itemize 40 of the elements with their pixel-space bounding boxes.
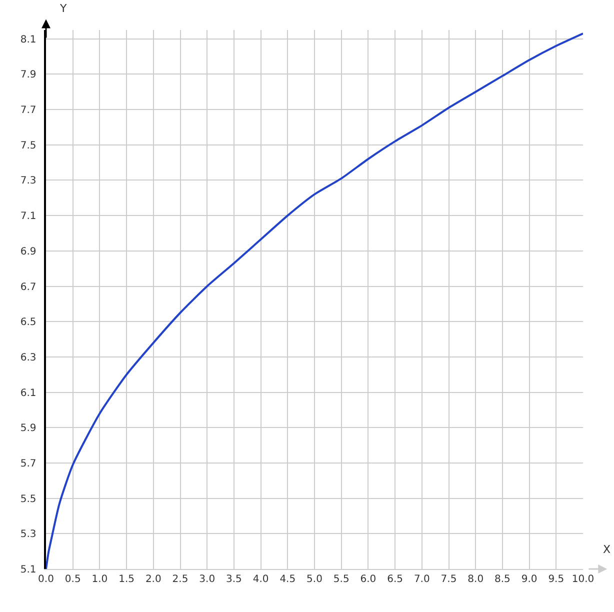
x-tick-label: 9.5 bbox=[548, 574, 564, 585]
x-tick-label: 0.0 bbox=[38, 574, 54, 585]
x-tick-label: 10.0 bbox=[572, 574, 594, 585]
y-tick-label: 5.3 bbox=[20, 529, 36, 540]
y-tick-label: 6.3 bbox=[20, 352, 36, 364]
x-tick-label: 6.5 bbox=[387, 574, 404, 585]
x-tick-label: 8.0 bbox=[468, 574, 484, 585]
x-tick-label: 3.0 bbox=[199, 574, 216, 585]
y-axis-title: Y bbox=[59, 2, 67, 15]
y-tick-label: 5.5 bbox=[20, 494, 36, 505]
line-series bbox=[46, 32, 583, 569]
y-tick-label: 6.9 bbox=[20, 246, 36, 258]
y-tick-label: 5.7 bbox=[20, 458, 36, 470]
y-tick-label: 6.1 bbox=[20, 388, 36, 399]
x-tick-label: 9.0 bbox=[521, 574, 538, 585]
y-tick-label: 6.5 bbox=[20, 317, 36, 328]
x-tick-label: 1.5 bbox=[118, 574, 135, 585]
x-tick-label: 5.0 bbox=[306, 574, 322, 585]
x-tick-label: 1.0 bbox=[92, 574, 108, 585]
x-tick-label: 7.0 bbox=[414, 574, 430, 585]
x-tick-label: 4.0 bbox=[252, 574, 269, 585]
x-tick-label: 4.5 bbox=[280, 574, 296, 585]
y-tick-label: 6.7 bbox=[20, 282, 36, 293]
y-tick-label: 7.9 bbox=[20, 70, 36, 81]
y-tick-label: 7.5 bbox=[20, 140, 36, 152]
x-tick-label: 5.5 bbox=[333, 574, 350, 585]
x-tick-label: 7.5 bbox=[440, 574, 457, 585]
y-tick-label: 5.9 bbox=[20, 423, 36, 434]
x-tick-label: 2.0 bbox=[145, 574, 162, 585]
x-axis-title: X bbox=[603, 543, 611, 556]
x-tick-label: 2.5 bbox=[172, 574, 188, 585]
y-tick-label: 5.1 bbox=[20, 564, 36, 576]
y-tick-label: 8.1 bbox=[20, 34, 36, 46]
x-tick-label: 8.5 bbox=[494, 574, 510, 585]
y-tick-label: 7.1 bbox=[20, 211, 36, 222]
x-tick-label: 0.5 bbox=[64, 574, 81, 585]
y-tick-label: 7.7 bbox=[20, 105, 36, 116]
y-tick-label: 7.3 bbox=[20, 176, 36, 187]
x-tick-label: 6.0 bbox=[360, 574, 376, 585]
x-tick-label: 3.5 bbox=[226, 574, 242, 585]
